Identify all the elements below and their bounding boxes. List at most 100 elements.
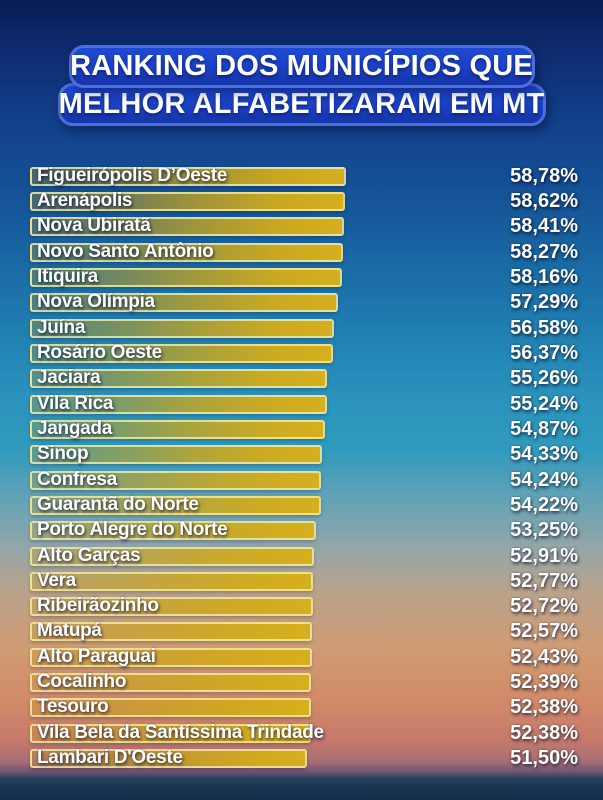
municipality-name: Alto Garças <box>37 544 141 566</box>
value-bar <box>30 369 327 389</box>
municipality-name: Juína <box>37 316 86 338</box>
value-bar <box>30 293 338 313</box>
value-bar <box>30 470 322 490</box>
title-text-line-1: RANKING DOS MUNICÍPIOS QUE <box>70 50 533 82</box>
ranking-row: Porto Alegre do Norte 53,25% <box>0 519 603 543</box>
value-bar <box>30 217 344 237</box>
ranking-row: Alto Garças 52,91% <box>0 544 603 569</box>
value-bar <box>30 495 322 515</box>
percentage-value: 58,62% <box>510 189 578 212</box>
ranking-row: Vera 52,77% <box>0 569 603 594</box>
ranking-row: Guarantã do Norte 54,22% <box>0 493 603 518</box>
municipality-name: Tesouro <box>37 696 109 718</box>
ranking-row: Jaciara 55,26% <box>0 367 603 391</box>
value-bar <box>30 673 312 693</box>
percentage-value: 54,33% <box>510 443 578 466</box>
municipality-name: Nova Olímpia <box>37 291 155 313</box>
municipality-name: Ribeirãozinho <box>37 595 159 617</box>
value-bar <box>30 318 334 338</box>
percentage-value: 52,38% <box>510 696 578 719</box>
municipality-name: Figueirópolis D’Oeste <box>37 164 228 186</box>
ranking-row: Sinop 54,33% <box>0 443 603 467</box>
percentage-value: 54,87% <box>510 417 578 440</box>
percentage-value: 55,24% <box>510 392 578 415</box>
ranking-row: Figueirópolis D’Oeste 58,78% <box>0 164 603 189</box>
percentage-value: 52,91% <box>510 544 578 567</box>
ranking-row: Matupá 52,57% <box>0 620 603 644</box>
value-bar <box>30 191 345 211</box>
ranking-row: Vila Rica 55,24% <box>0 392 603 417</box>
municipality-name: Confresa <box>37 468 117 490</box>
municipality-name: Sinop <box>37 443 89 465</box>
ranking-row: Confresa 54,24% <box>0 468 603 493</box>
ranking-row: Itiquira 58,16% <box>0 265 603 290</box>
percentage-value: 56,37% <box>510 341 578 364</box>
municipality-name: Guarantã do Norte <box>37 493 199 515</box>
ranking-row: Cocalinho 52,39% <box>0 671 603 695</box>
municipality-name: Vera <box>37 569 76 591</box>
ranking-row: Nova Ubiratã 58,41% <box>0 215 603 239</box>
municipality-name: Alto Paraguai <box>37 645 156 667</box>
value-bar <box>30 546 315 566</box>
ranking-row: Nova Olímpia 57,29% <box>0 291 603 315</box>
value-bar <box>30 698 312 718</box>
percentage-value: 58,41% <box>510 215 578 238</box>
title-line-2: MELHOR ALFABETIZARAM EM MT <box>57 83 546 126</box>
value-bar <box>30 267 343 287</box>
value-bar <box>30 622 313 642</box>
value-bar <box>30 521 316 541</box>
title-box: RANKING DOS MUNICÍPIOS QUE MELHOR ALFABE… <box>0 45 603 126</box>
municipality-name: Novo Santo Antônio <box>37 240 214 262</box>
ranking-row: Arenápolis 58,62% <box>0 189 603 214</box>
municipality-name: Lambari D'Oeste <box>37 747 183 769</box>
ranking-row: Alto Paraguai 52,43% <box>0 645 603 670</box>
municipality-name: Vila Bela da Santíssima Trindade <box>37 721 324 743</box>
percentage-value: 58,78% <box>510 164 578 187</box>
ranking-row: Novo Santo Antônio 58,27% <box>0 240 603 265</box>
value-bar <box>30 597 314 617</box>
value-bar <box>30 166 346 186</box>
value-bar <box>30 394 327 414</box>
municipality-name: Nova Ubiratã <box>37 215 151 237</box>
value-bar <box>30 445 322 465</box>
percentage-value: 57,29% <box>510 291 578 314</box>
municipality-name: Arenápolis <box>37 189 133 211</box>
title-line-1: RANKING DOS MUNICÍPIOS QUE <box>68 45 535 88</box>
percentage-value: 52,72% <box>510 595 578 618</box>
value-bar <box>30 571 314 591</box>
percentage-value: 56,58% <box>510 316 578 339</box>
ranking-row: Juína 56,58% <box>0 316 603 341</box>
municipality-name: Porto Alegre do Norte <box>37 519 228 541</box>
percentage-value: 54,22% <box>510 493 578 516</box>
percentage-value: 52,57% <box>510 620 578 643</box>
ranking-row: Lambari D'Oeste 51,50% <box>0 747 603 771</box>
ranking-row: Ribeirãozinho 52,72% <box>0 595 603 619</box>
value-bar <box>30 723 312 743</box>
value-bar <box>30 647 312 667</box>
municipality-name: Vila Rica <box>37 392 114 414</box>
percentage-value: 58,27% <box>510 240 578 263</box>
ranking-row: Vila Bela da Santíssima Trindade 52,38% <box>0 721 603 746</box>
value-bar <box>30 749 307 769</box>
title-text-line-2: MELHOR ALFABETIZARAM EM MT <box>58 88 545 120</box>
value-bar <box>30 242 343 262</box>
municipality-name: Itiquira <box>37 265 98 287</box>
municipality-name: Rosário Oeste <box>37 341 162 363</box>
ranking-row: Jangada 54,87% <box>0 417 603 442</box>
ranking-row: Rosário Oeste 56,37% <box>0 341 603 366</box>
percentage-value: 52,77% <box>510 569 578 592</box>
percentage-value: 51,50% <box>510 747 578 770</box>
municipality-name: Jaciara <box>37 367 101 389</box>
percentage-value: 52,38% <box>510 721 578 744</box>
percentage-value: 52,39% <box>510 671 578 694</box>
percentage-value: 58,16% <box>510 265 578 288</box>
value-bar <box>30 343 333 363</box>
percentage-value: 54,24% <box>510 468 578 491</box>
ranking-row: Tesouro 52,38% <box>0 696 603 720</box>
value-bar <box>30 419 325 439</box>
municipality-name: Cocalinho <box>37 671 127 693</box>
percentage-value: 52,43% <box>510 645 578 668</box>
percentage-value: 55,26% <box>510 367 578 390</box>
